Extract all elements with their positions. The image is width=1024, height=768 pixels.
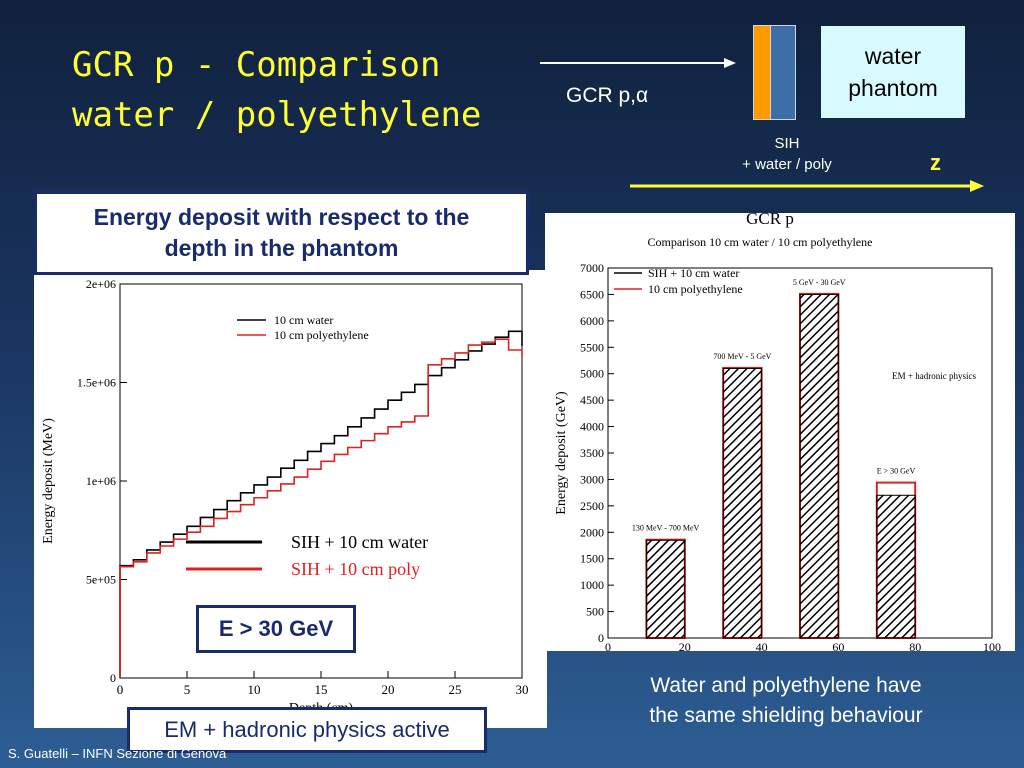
annotation-label-0: SIH + 10 cm water [291, 532, 428, 552]
physics-annotation: EM + hadronic physics [892, 371, 976, 381]
x-tick-label: 20 [679, 640, 691, 651]
slide-title-line1: GCR p - Comparison [72, 45, 441, 85]
chart-subtitle: Comparison 10 cm water / 10 cm polyethyl… [648, 235, 873, 249]
sih-label-line2: + water / poly [742, 156, 832, 173]
y-tick-label: 3500 [580, 446, 604, 460]
y-tick-label: 1000 [580, 578, 604, 592]
energy-threshold-callout: E > 30 GeV [196, 605, 356, 653]
conclusion-line1: Water and polyethylene have [650, 674, 922, 697]
legend-label-0: SIH + 10 cm water [648, 266, 739, 280]
x-tick-label: 20 [382, 682, 395, 697]
x-tick-label: 80 [909, 640, 921, 651]
x-tick-label: 15 [315, 682, 328, 697]
x-tick-label: 0 [605, 640, 611, 651]
depth-chart-panel: 05101520253005e+051e+061.5e+062e+06Depth… [34, 270, 547, 728]
bar-water-0 [645, 539, 686, 639]
y-tick-label: 2e+06 [86, 277, 116, 291]
physics-callout: EM + hadronic physics active [127, 707, 487, 753]
bar-category-label: 700 MeV - 5 GeV [713, 352, 771, 361]
y-axis-label: Energy deposit (GeV) [554, 391, 569, 515]
energy-callout-line2: depth in the phantom [164, 235, 399, 261]
y-tick-label: 0 [598, 631, 604, 645]
y-tick-label: 2500 [580, 499, 604, 513]
sih-slab [753, 25, 771, 120]
bar-category-label: 5 GeV - 30 GeV [793, 278, 846, 287]
phantom-slab [770, 25, 796, 120]
series-line-1 [119, 338, 523, 678]
y-tick-label: 5500 [580, 340, 604, 354]
bar-water-1 [722, 367, 763, 639]
energy-deposit-callout: Energy deposit with respect to the depth… [34, 191, 529, 275]
conclusion-text: Water and polyethylene have the same shi… [596, 671, 976, 731]
legend-label-0: 10 cm water [274, 313, 333, 327]
bar-water-3 [876, 494, 916, 639]
x-tick-label: 5 [184, 682, 191, 697]
y-tick-label: 1.5e+06 [77, 376, 116, 390]
y-tick-label: 6000 [580, 314, 604, 328]
y-tick-label: 1e+06 [86, 474, 116, 488]
water-phantom-box: water phantom [821, 26, 965, 118]
x-tick-label: 25 [449, 682, 462, 697]
z-axis-label: z [930, 150, 941, 175]
bar-category-label: E > 30 GeV [877, 467, 916, 476]
phantom-label-line1: water [864, 43, 922, 69]
annotation-label-1: SIH + 10 cm poly [291, 559, 420, 579]
energy-callout-line1: Energy deposit with respect to the [93, 204, 470, 230]
x-tick-label: 100 [983, 640, 1001, 651]
x-tick-label: 10 [248, 682, 261, 697]
energy-bar-chart: GCR p Comparison 10 cm water / 10 cm poly… [554, 209, 1001, 654]
slide-title: GCR p - Comparison water / polyethylene [72, 40, 481, 140]
bar-category-label: 130 MeV - 700 MeV [632, 524, 700, 533]
y-tick-label: 6500 [580, 287, 604, 301]
depth-chart: 05101520253005e+051e+061.5e+062e+06Depth… [41, 277, 529, 716]
y-tick-label: 4000 [580, 420, 604, 434]
y-tick-label: 3000 [580, 472, 604, 486]
phantom-label-line2: phantom [848, 75, 938, 101]
z-axis-arrow [630, 180, 984, 192]
y-tick-label: 5000 [580, 367, 604, 381]
y-tick-label: 0 [110, 671, 116, 685]
footer-credit: S. Guatelli – INFN Sezione di Genova [8, 746, 227, 761]
y-tick-label: 500 [586, 605, 604, 619]
legend-label-1: 10 cm polyethylene [648, 282, 743, 296]
y-tick-label: 2000 [580, 525, 604, 539]
bar-chart-panel: GCR p Comparison 10 cm water / 10 cm poly… [545, 209, 1015, 654]
y-tick-label: 1500 [580, 552, 604, 566]
x-tick-label: 30 [516, 682, 529, 697]
x-tick-label: 40 [756, 640, 768, 651]
beam-label: GCR p,α [566, 84, 649, 107]
y-tick-label: 5e+05 [86, 573, 116, 587]
beam-arrow [540, 58, 736, 68]
y-tick-label: 7000 [580, 261, 604, 275]
bar-water-2 [799, 293, 839, 639]
conclusion-line2: the same shielding behaviour [649, 704, 923, 727]
sih-label: SIH + water / poly [722, 133, 852, 175]
x-tick-label: 60 [832, 640, 844, 651]
y-tick-label: 4500 [580, 393, 604, 407]
chart-title: GCR p [746, 213, 794, 228]
slide-title-line2: water / polyethylene [72, 95, 482, 135]
sih-label-line1: SIH [774, 135, 800, 152]
legend-label-1: 10 cm polyethylene [274, 328, 369, 342]
x-tick-label: 0 [117, 682, 124, 697]
y-axis-label: Energy deposit (MeV) [41, 418, 56, 544]
